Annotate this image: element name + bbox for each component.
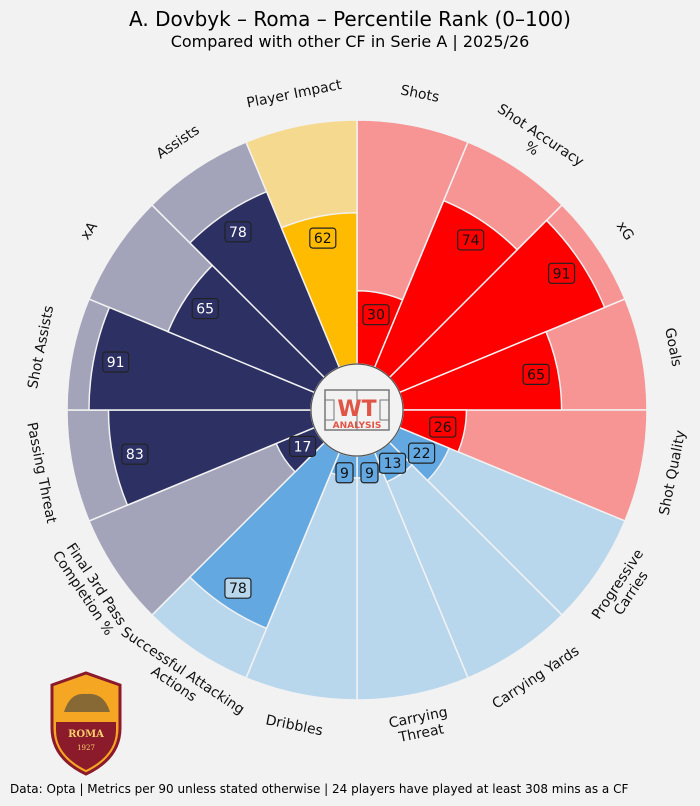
badge-lower-band bbox=[56, 722, 116, 770]
value-box-assists bbox=[224, 221, 252, 243]
value-box-dribbles bbox=[335, 462, 354, 484]
category-label-shots: Shots bbox=[399, 83, 440, 106]
category-label-player-impact: Player Impact bbox=[245, 77, 343, 112]
category-label-xa: xA bbox=[78, 219, 101, 243]
value-box-carrying-threat bbox=[360, 462, 379, 484]
category-label-goals: Goals bbox=[661, 326, 684, 368]
value-label-passing-threat: 83 bbox=[126, 447, 144, 463]
value-label-shot-assists: 91 bbox=[107, 355, 125, 371]
value-box-xa bbox=[191, 297, 219, 320]
value-box-goals bbox=[522, 363, 550, 385]
value-label-shot-accuracy: 74 bbox=[462, 233, 480, 249]
value-box-passing-threat bbox=[121, 443, 149, 465]
club-badge: ROMA 1927 bbox=[50, 671, 122, 776]
center-logo: WT ANALYSIS bbox=[310, 363, 404, 457]
value-label-xg: 91 bbox=[553, 266, 571, 282]
value-box-xg bbox=[547, 262, 576, 284]
category-label-assists: Assists bbox=[154, 122, 203, 162]
category-label-dribbles: Dribbles bbox=[264, 712, 324, 739]
value-label-dribbles: 9 bbox=[340, 466, 349, 482]
footer-note: Data: Opta | Metrics per 90 unless state… bbox=[10, 782, 628, 796]
value-box-shot-quality bbox=[429, 416, 457, 438]
category-label-shot-quality: Shot Quality bbox=[657, 429, 690, 517]
category-label-xg: xG bbox=[613, 219, 637, 244]
category-label-shot-assists: Shot Assists bbox=[25, 304, 57, 390]
wolf-icon bbox=[64, 693, 110, 712]
value-label-xa: 65 bbox=[196, 302, 214, 318]
pitch-right-box bbox=[379, 399, 390, 421]
chart-subtitle: Compared with other CF in Serie A | 2025… bbox=[171, 32, 530, 51]
value-box-shots bbox=[362, 304, 390, 326]
logo-bottom-text: ANALYSIS bbox=[333, 421, 382, 431]
value-label-goals: 65 bbox=[527, 367, 545, 383]
value-box-carrying-yards bbox=[378, 452, 407, 474]
value-box-shot-assists bbox=[102, 351, 130, 373]
value-label-assists: 78 bbox=[229, 225, 247, 241]
value-label-progressive-carries: 22 bbox=[413, 446, 431, 462]
value-label-player-impact: 62 bbox=[314, 231, 332, 247]
chart-title: A. Dovbyk – Roma – Percentile Rank (0–10… bbox=[129, 7, 571, 31]
value-label-carrying-threat: 9 bbox=[365, 466, 374, 482]
value-label-shot-quality: 26 bbox=[434, 420, 452, 436]
badge-name: ROMA bbox=[68, 729, 104, 740]
value-box-final-3rd-pass-completion bbox=[288, 435, 317, 457]
category-label-carrying-threat: CarryingThreat bbox=[387, 704, 452, 747]
pitch-left-box bbox=[324, 399, 335, 421]
badge-year: 1927 bbox=[77, 744, 95, 752]
value-box-successful-attacking-actions bbox=[224, 577, 252, 599]
value-label-carrying-yards: 13 bbox=[384, 456, 402, 472]
value-label-successful-attacking-actions: 78 bbox=[229, 581, 247, 597]
value-box-progressive-carries bbox=[407, 442, 436, 464]
value-label-final-3rd-pass-completion: 17 bbox=[294, 439, 312, 455]
value-box-player-impact bbox=[309, 227, 337, 249]
value-label-shots: 30 bbox=[367, 308, 385, 324]
category-label-passing-threat: Passing Threat bbox=[23, 421, 59, 525]
value-box-shot-accuracy bbox=[457, 229, 485, 251]
logo-top-text: WT bbox=[337, 397, 376, 422]
